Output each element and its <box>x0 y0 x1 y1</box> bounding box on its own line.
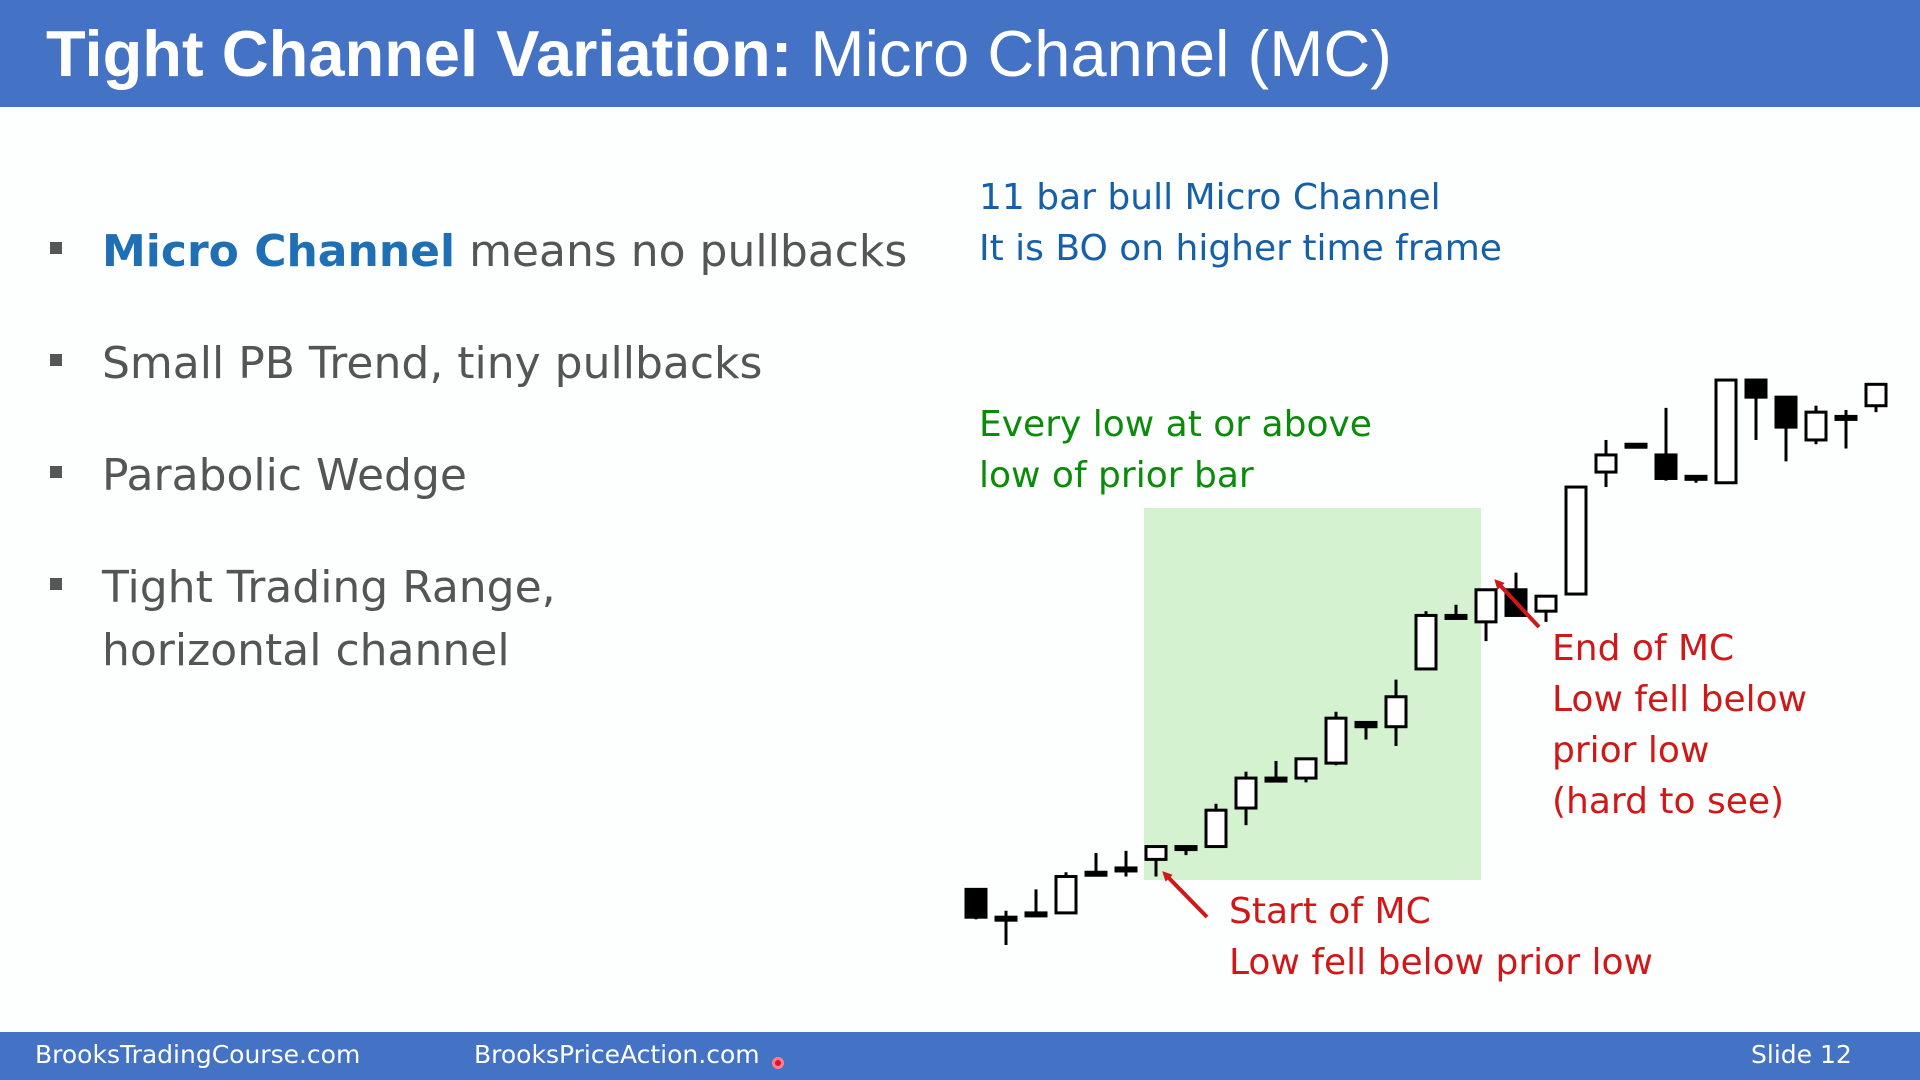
bullet-item-continuation: horizontal channel <box>102 625 510 676</box>
annotation-line: Start of MC <box>1229 891 1431 932</box>
bull-candle-body <box>1414 613 1438 671</box>
bear-candle-body <box>964 887 988 919</box>
bull-candle-body <box>1384 695 1408 729</box>
bull-candle-body <box>1684 474 1708 481</box>
bullet-marker <box>50 578 62 590</box>
bullet-marker <box>50 354 62 366</box>
bull-candle-body <box>1054 875 1078 915</box>
bullet-highlight: Micro Channel <box>102 226 456 277</box>
bear-candle-body <box>1744 378 1768 399</box>
bullet-marker <box>50 242 62 254</box>
bull-candle-body <box>1534 594 1558 613</box>
bullet-item: Micro Channel means no pullbacks <box>102 221 907 283</box>
bull-candle-body <box>1024 911 1048 918</box>
annotation-line: (hard to see) <box>1552 781 1785 822</box>
annotation-line: Low fell below <box>1552 679 1808 720</box>
annotation-line: low of prior bar <box>979 455 1254 496</box>
footer-link-brooks-trading-course[interactable]: BrooksTradingCourse.com <box>35 1040 361 1069</box>
bullet-item: Small PB Trend, tiny pullbacks <box>102 338 763 389</box>
bullet-item: Parabolic Wedge <box>102 450 467 501</box>
bull-candle-body <box>1234 776 1258 810</box>
footer-bar <box>0 1032 1920 1080</box>
annotation-line: Low fell below prior low <box>1229 942 1653 983</box>
bear-candle-body <box>1084 870 1108 877</box>
title-bar <box>0 0 1920 107</box>
annotation-start-of-mc: Start of MC Low fell below prior low <box>1229 886 1653 988</box>
pointer-indicator <box>772 1057 784 1069</box>
start-arrow <box>1162 871 1209 919</box>
candles <box>964 378 1888 945</box>
bull-candle-body <box>1324 716 1348 765</box>
annotation-micro-channel: 11 bar bull Micro Channel It is BO on hi… <box>979 172 1502 274</box>
bullet-text: means no pullbacks <box>455 226 908 277</box>
bear-candle-body <box>1774 395 1798 429</box>
bullet-item: Tight Trading Range, <box>102 562 556 613</box>
bull-candle-body <box>1834 414 1858 421</box>
title-rest: Micro Channel (MC) <box>792 17 1392 90</box>
bull-candle-body <box>1714 378 1738 485</box>
bear-candle-body <box>1654 453 1678 480</box>
micro-channel-highlight <box>1144 508 1481 880</box>
bull-candle-body <box>1594 453 1618 474</box>
bull-candle-body <box>1174 845 1198 852</box>
bull-candle-body <box>1564 485 1588 596</box>
bear-candle-body <box>1354 720 1378 729</box>
bull-candle-body <box>1294 757 1318 780</box>
annotation-line: It is BO on higher time frame <box>979 228 1502 269</box>
slide-title: Tight Channel Variation: Micro Channel (… <box>46 14 1392 94</box>
bull-candle-body <box>1114 866 1138 873</box>
bull-candle-body <box>1144 845 1168 861</box>
bull-candle-body <box>994 915 1018 922</box>
annotation-line: End of MC <box>1552 628 1735 669</box>
bull-candle-body <box>1264 776 1288 783</box>
annotation-line: Every low at or above <box>979 404 1372 445</box>
title-bold: Tight Channel Variation: <box>46 17 793 90</box>
annotation-line: 11 bar bull Micro Channel <box>979 177 1441 218</box>
bull-candle-body <box>1444 613 1468 620</box>
bull-candle-body <box>1804 410 1828 442</box>
end-arrow <box>1494 579 1541 629</box>
bull-candle-body <box>1864 382 1888 408</box>
footer-link-brooks-price-action[interactable]: BrooksPriceAction.com <box>474 1040 760 1069</box>
annotation-end-of-mc: End of MC Low fell below prior low (hard… <box>1552 623 1807 827</box>
annotation-every-low: Every low at or above low of prior bar <box>979 399 1372 501</box>
slide-number: Slide 12 <box>1751 1040 1852 1069</box>
bullet-marker <box>50 466 62 478</box>
bull-candle-body <box>1204 808 1228 849</box>
bull-candle-body <box>1474 588 1498 624</box>
annotation-line: prior low <box>1552 730 1710 771</box>
bear-candle-body <box>1624 442 1648 449</box>
